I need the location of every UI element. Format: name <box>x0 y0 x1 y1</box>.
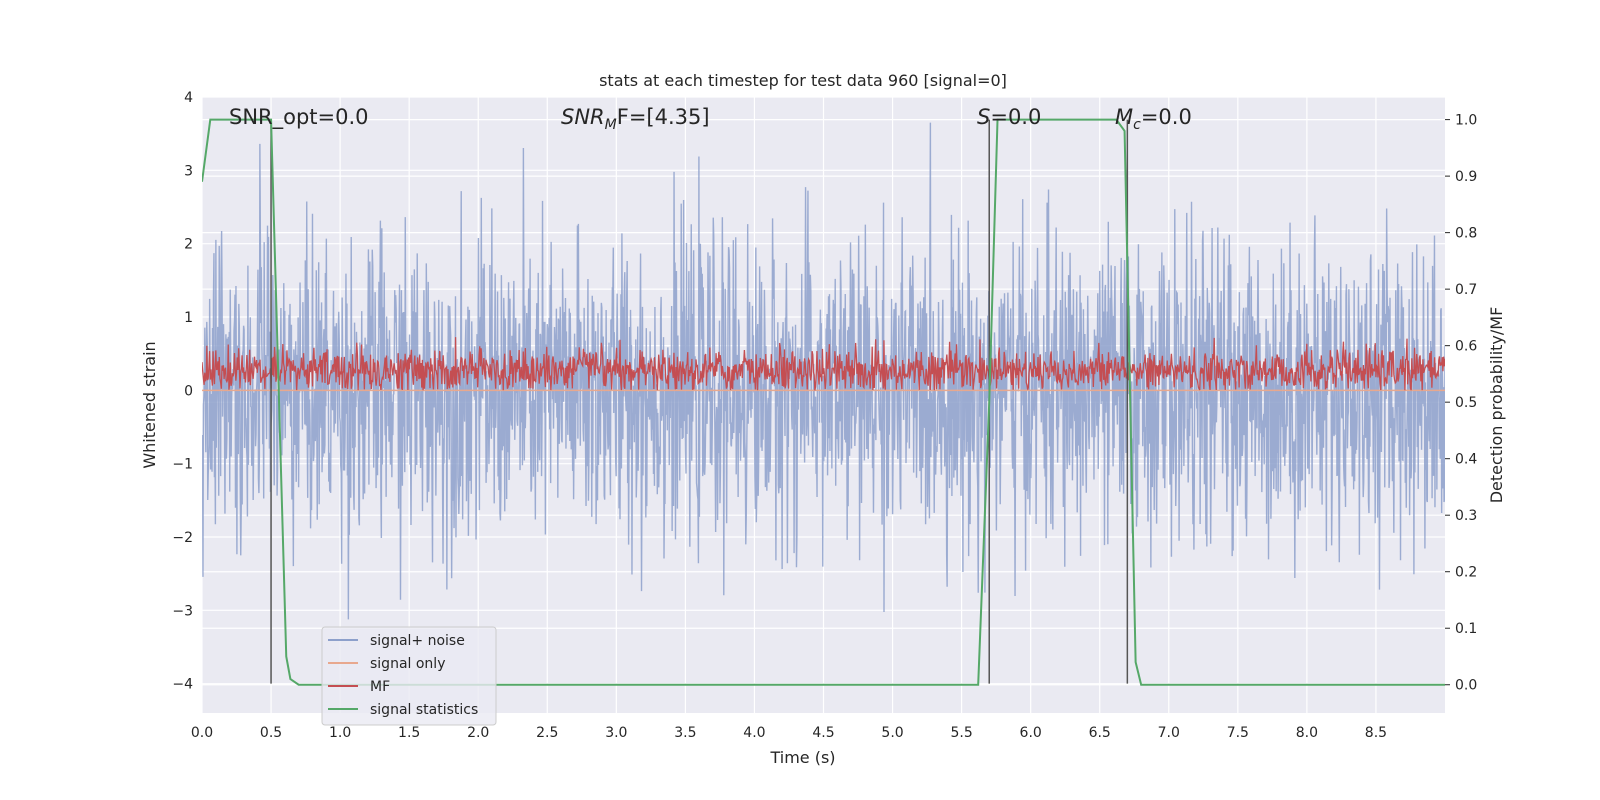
legend-label-signal-only: signal only <box>370 656 445 672</box>
annotation-mc-sub: c <box>1133 117 1141 133</box>
x-tick-label: 2.5 <box>536 725 558 741</box>
x-tick-label: 2.0 <box>467 725 489 741</box>
right-y-tick-label: 0.0 <box>1455 678 1477 694</box>
left-y-tick-label: 1 <box>184 310 193 326</box>
right-y-tick-label: 0.8 <box>1455 226 1477 242</box>
x-tick-label: 5.0 <box>881 725 903 741</box>
left-y-axis-label: Whitened strain <box>140 341 159 468</box>
left-y-tick-label: 0 <box>184 383 193 399</box>
annotation-mc: Mc=0.0 <box>1115 105 1192 133</box>
right-y-tick-label: 0.2 <box>1455 565 1477 581</box>
series-mf-line <box>202 337 1445 391</box>
right-y-tick-label: 0.1 <box>1455 621 1477 637</box>
right-y-tick-labels: 1.0 0.9 0.8 0.7 0.6 0.5 0.4 0.3 0.2 0.1 0.0 <box>1445 113 1477 694</box>
left-y-tick-label: 3 <box>184 163 193 179</box>
right-y-tick-label: 0.6 <box>1455 339 1477 355</box>
annotation-snr-mf: SNRMF=[4.35] <box>561 105 710 133</box>
legend-label-signal-noise: signal+ noise <box>370 633 465 649</box>
x-tick-label: 6.5 <box>1089 725 1111 741</box>
x-tick-label: 4.5 <box>812 725 834 741</box>
left-y-tick-label: 4 <box>184 90 193 106</box>
x-tick-label: 5.5 <box>950 725 972 741</box>
x-tick-label: 8.0 <box>1296 725 1318 741</box>
x-tick-label: 0.5 <box>260 725 282 741</box>
right-y-tick-label: 0.9 <box>1455 169 1477 185</box>
annotation-snr-mf-rest: F=[4.35] <box>617 105 710 129</box>
x-tick-label: 3.0 <box>605 725 627 741</box>
legend-label-mf: MF <box>370 679 390 695</box>
annotation-s: S=0.0 <box>977 105 1041 129</box>
left-y-tick-label: −3 <box>172 603 193 619</box>
annotation-snr-mf-main: SNR <box>561 105 605 129</box>
series-signal-noise-line <box>202 122 1445 620</box>
x-tick-label: 7.0 <box>1158 725 1180 741</box>
left-y-tick-label: 2 <box>184 237 193 253</box>
x-tick-label: 7.5 <box>1227 725 1249 741</box>
x-tick-label: 8.5 <box>1365 725 1387 741</box>
right-y-tick-label: 0.7 <box>1455 282 1477 298</box>
left-y-tick-labels: 4 3 2 1 0 −1 −2 −3 −4 <box>172 90 193 693</box>
annotation-snr-mf-sub: M <box>605 117 617 133</box>
annotation-snr-opt: SNR_opt=0.0 <box>229 105 369 130</box>
right-y-axis-label: Detection probability/MF <box>1487 307 1506 504</box>
right-y-tick-label: 0.3 <box>1455 508 1477 524</box>
legend-label-signal-statistics: signal statistics <box>370 702 478 718</box>
series-signal-statistics-line <box>202 118 1445 686</box>
annotation-mc-rest: =0.0 <box>1141 105 1192 129</box>
legend: signal+ noise signal only MF signal stat… <box>321 626 497 726</box>
x-tick-labels: 0.0 0.5 1.0 1.5 2.0 2.5 3.0 3.5 4.0 4.5 5.0 5.5 6.0 6… <box>191 725 1387 741</box>
x-tick-label: 4.0 <box>743 725 765 741</box>
annotation-s-main: S <box>977 105 990 129</box>
right-y-tick-label: 0.4 <box>1455 452 1477 468</box>
annotation-s-rest: =0.0 <box>990 105 1041 129</box>
x-axis-label: Time (s) <box>769 748 835 767</box>
right-y-tick-label: 1.0 <box>1455 113 1477 129</box>
left-y-tick-label: −4 <box>172 677 193 693</box>
left-y-tick-label: −2 <box>172 530 193 546</box>
x-tick-label: 1.0 <box>329 725 351 741</box>
legend-box <box>321 626 497 726</box>
annotation-mc-main: M <box>1115 105 1133 129</box>
chart-title: stats at each timestep for test data 960… <box>599 71 1007 90</box>
left-y-tick-label: −1 <box>172 457 193 473</box>
x-tick-label: 1.5 <box>398 725 420 741</box>
x-tick-label: 0.0 <box>191 725 213 741</box>
right-y-tick-label: 0.5 <box>1455 395 1477 411</box>
x-tick-label: 3.5 <box>674 725 696 741</box>
x-tick-label: 6.0 <box>1020 725 1042 741</box>
series-layer <box>202 118 1445 686</box>
